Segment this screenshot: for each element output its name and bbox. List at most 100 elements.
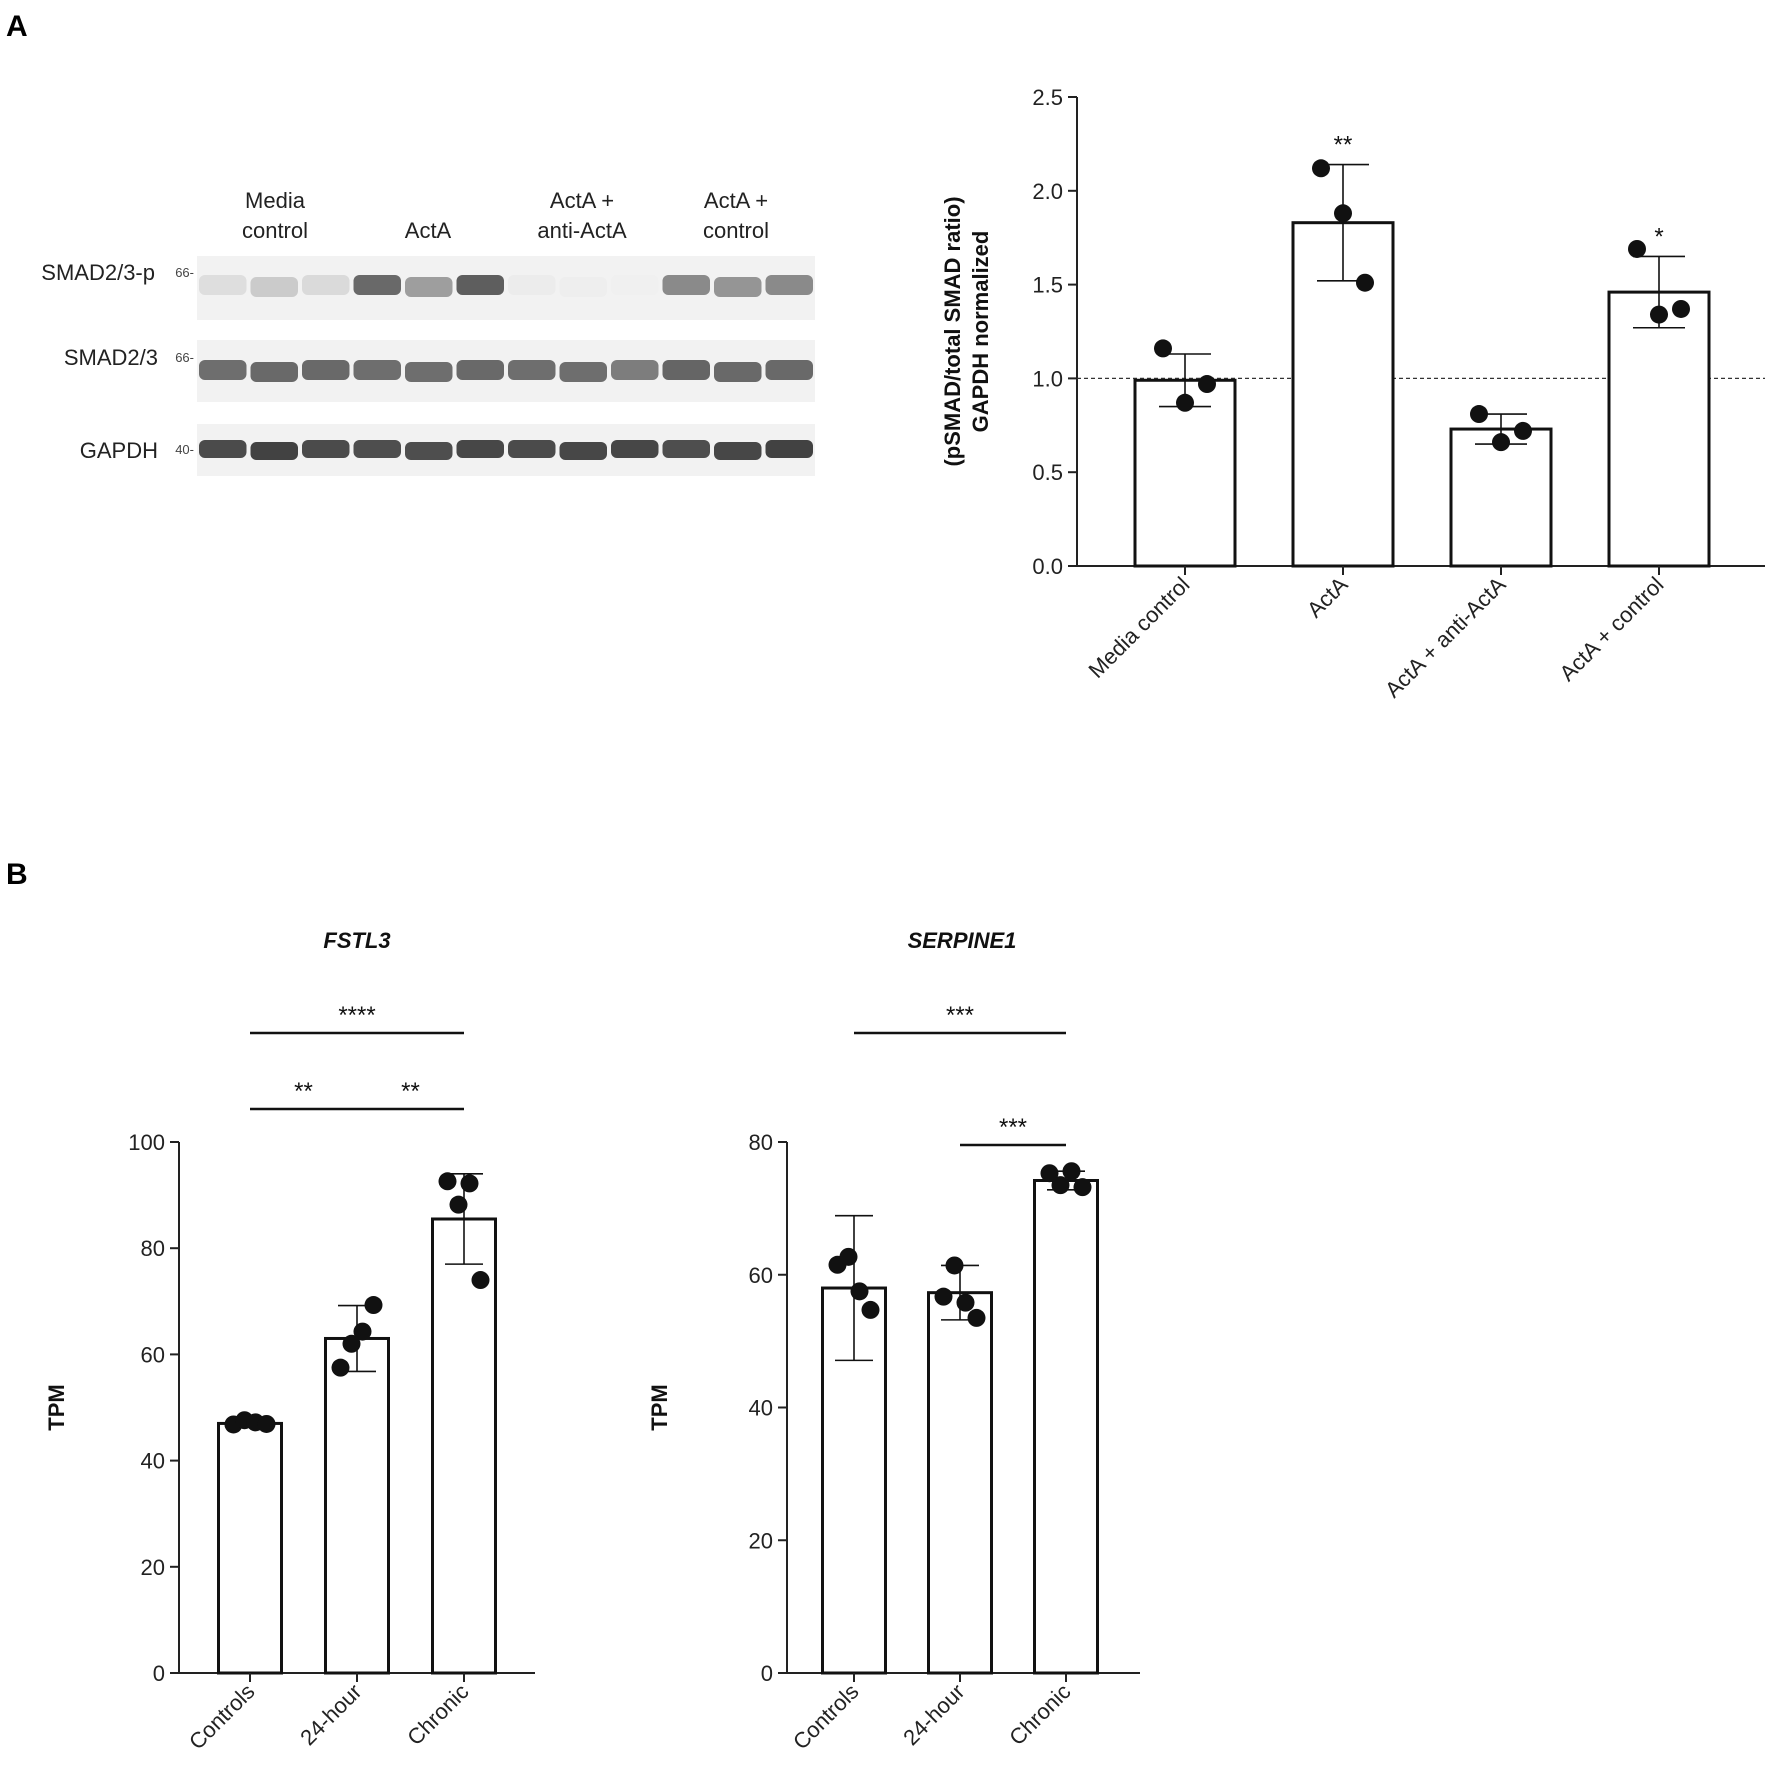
blot-band [559,362,607,382]
blot-band [353,360,401,380]
blot-band [662,360,710,380]
blot-row-background [197,424,815,476]
blot-band [456,275,504,295]
blot-band [662,275,710,295]
bar-chart-serpine1: 0 20 40 60 80 TPM SERPINE1 Controls 24-hour Chron… [647,928,1140,1754]
blot-band [353,275,401,295]
y-tick-label: 40 [141,1449,165,1474]
blot-band [250,277,298,297]
blot-mw-marker: 40- [175,442,194,457]
data-point [1470,405,1488,424]
blot-row-label: SMAD2/3 [64,345,158,370]
y-tick-label: 20 [749,1528,773,1553]
bar [1033,1178,1099,1675]
y-tick-label: 0.0 [1032,554,1063,579]
blot-band [611,360,659,380]
x-category-label: 24-hour [898,1679,969,1750]
bar-chart-psmad-ratio: 0.0 0.5 1.0 1.5 2.0 2.5 (pSMAD/total SMAD rati… [940,85,1765,702]
y-tick-label: 2.5 [1032,85,1063,110]
y-tick-label: 1.0 [1032,366,1063,391]
blot-band [559,277,607,297]
blot-band [250,362,298,382]
blot-band [199,360,247,380]
blot-header-2-line-0: ActA + [550,188,614,213]
data-point [967,1308,986,1327]
data-point [1650,305,1668,324]
data-point [460,1174,479,1193]
bar [217,1421,283,1675]
blot-row-label: SMAD2/3-p [41,260,155,285]
y-tick-label: 0 [153,1661,165,1686]
y-axis-label: GAPDH normalized [968,231,993,433]
blot-band [405,362,453,382]
data-point [1334,204,1352,223]
x-category-label: Controls [788,1679,864,1755]
data-point [364,1296,383,1315]
western-blot: Media control ActA ActA + anti-ActA ActA + con… [41,188,815,476]
x-category-label: ActA + control [1554,572,1668,686]
data-point [1051,1176,1070,1195]
blot-band [405,442,453,460]
significance-label: ** [294,1078,313,1105]
significance-label: **** [338,1002,375,1029]
blot-band [714,277,762,297]
y-tick-label: 60 [749,1263,773,1288]
y-tick-label: 0.5 [1032,460,1063,485]
blot-row-background [197,340,815,402]
data-point [331,1358,350,1377]
blot-mw-marker: 66- [175,350,194,365]
blot-band [559,442,607,460]
data-point [449,1195,468,1214]
blot-band [302,440,350,458]
data-point [956,1293,975,1312]
x-category-label: Controls [184,1679,260,1755]
blot-header-1-line-0: ActA [405,218,452,243]
data-point [1073,1178,1092,1197]
blot-band [611,440,659,458]
data-point [934,1287,953,1306]
data-point [342,1334,361,1353]
x-category-label: Chronic [1004,1679,1075,1750]
blot-band [302,360,350,380]
data-point [1672,299,1690,318]
data-point [1356,273,1374,292]
x-category-label: Media control [1083,572,1194,683]
blot-header-3-line-1: control [703,218,769,243]
data-point [353,1322,372,1341]
blot-band [611,275,659,295]
blot-row-background [197,256,815,320]
chart-title: SERPINE1 [908,928,1017,953]
blot-band [199,440,247,458]
y-tick-label: 60 [141,1342,165,1367]
blot-band [714,362,762,382]
chart-title: FSTL3 [323,928,390,953]
data-point [1062,1162,1081,1181]
bar [1607,290,1711,568]
blot-band [199,275,247,295]
blot-band [405,277,453,297]
y-tick-label: 80 [141,1236,165,1261]
blot-band [765,275,813,295]
data-point [945,1256,964,1275]
blot-band [250,442,298,460]
y-axis-label: TPM [647,1384,672,1430]
bar [1449,427,1553,568]
blot-band [765,440,813,458]
y-axis-label: (pSMAD/total SMAD ratio) [940,196,965,466]
panel-label-b: B [6,858,28,891]
blot-band [508,275,556,295]
data-point [471,1271,490,1290]
bar-chart-fstl3: 0 20 40 60 80 100 TPM FSTL3 Controls 24-hour Chron… [44,928,535,1754]
y-tick-label: 20 [141,1555,165,1580]
panel-label-a: A [6,10,28,43]
data-point [1154,339,1172,358]
data-point [1198,375,1216,394]
significance-label: ** [1334,132,1353,159]
data-point [1040,1164,1059,1183]
data-point [861,1300,880,1319]
data-point [1312,159,1330,178]
data-point [257,1414,276,1433]
blot-header-0-line-1: control [242,218,308,243]
y-tick-label: 1.5 [1032,273,1063,298]
